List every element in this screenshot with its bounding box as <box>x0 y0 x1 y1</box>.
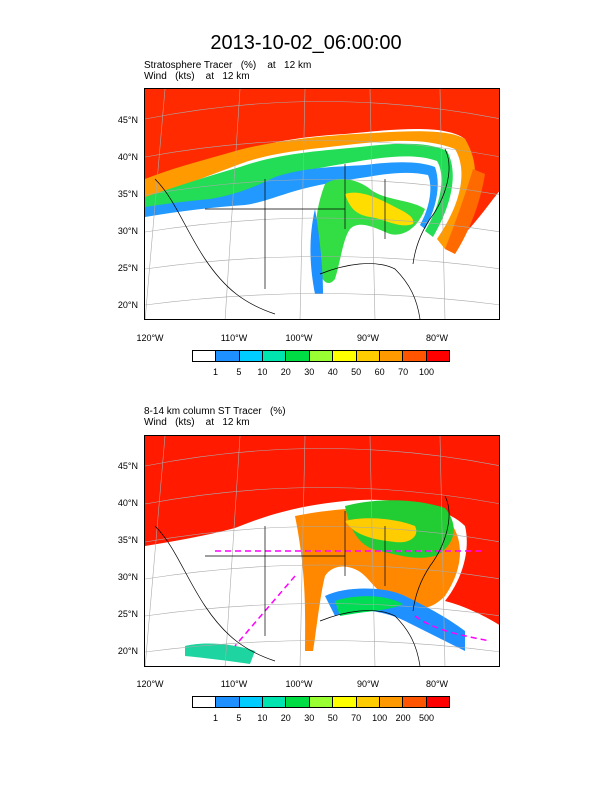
p2-lon-110: 110°W <box>220 679 248 689</box>
p1-lon-100: 100°W <box>285 333 313 343</box>
colorbar-swatch <box>426 351 449 361</box>
colorbar-label: 20 <box>280 367 291 377</box>
panel2-label-line1: 8-14 km column ST Tracer (%) <box>144 406 286 417</box>
panel1-label-line2: Wind (kts) at 12 km <box>144 71 250 82</box>
colorbar-label: 5 <box>236 367 242 377</box>
colorbar-swatch <box>379 351 404 361</box>
p2-lat-45: 45°N <box>117 461 138 471</box>
p2-lat-30: 30°N <box>117 572 138 582</box>
p1-lon-80: 80°W <box>425 333 449 343</box>
colorbar-swatch <box>356 697 380 707</box>
colorbar-swatch <box>193 697 217 707</box>
colorbar-label: 50 <box>327 713 338 723</box>
colorbar-label: 50 <box>351 367 362 377</box>
colorbar-swatch <box>403 697 427 707</box>
p1-lon-90: 90°W <box>356 333 380 343</box>
p2-lon-80: 80°W <box>425 679 449 689</box>
tracer-east-orange <box>445 169 485 254</box>
colorbar-label: 1 <box>212 367 218 377</box>
tracer-orange-band <box>145 131 476 249</box>
panel1-map <box>144 88 500 320</box>
panel1-colorbar <box>192 350 450 362</box>
panel1-map-svg <box>145 89 499 319</box>
p2-lon-120: 120°W <box>136 679 164 689</box>
colorbar-label: 1 <box>212 713 218 723</box>
p1-lat-45: 45°N <box>117 115 138 125</box>
p1-lat-35: 35°N <box>117 189 138 199</box>
colorbar-label: 70 <box>351 713 362 723</box>
p2-lat-20: 20°N <box>117 646 138 656</box>
colorbar-swatch <box>333 351 357 361</box>
tracer-tongue <box>315 179 425 284</box>
panel2-label-line2: Wind (kts) at 12 km <box>144 417 250 428</box>
boundaries <box>154 148 450 319</box>
colorbar-swatch <box>239 697 264 707</box>
colorbar-swatch <box>263 697 287 707</box>
graticule-2 <box>145 436 499 666</box>
p2-lat-35: 35°N <box>117 535 138 545</box>
panel2-map <box>144 435 500 667</box>
colorbar-swatch <box>403 351 427 361</box>
colorbar-label: 100 <box>372 713 388 723</box>
tracer-green-band <box>145 143 453 237</box>
column-south-green <box>335 596 403 616</box>
colorbar-swatch <box>239 351 264 361</box>
colorbar-swatch <box>309 351 334 361</box>
colorbar-label: 500 <box>419 713 435 723</box>
colorbar-swatch <box>263 351 287 361</box>
column-red-region <box>145 436 499 625</box>
panel2-colorbar <box>192 696 450 708</box>
panel1-label: Stratosphere Tracer (%) at 12 km Wind (k… <box>144 60 311 82</box>
colorbar-swatch <box>193 351 217 361</box>
colorbar-swatch <box>286 697 310 707</box>
colorbar-label: 100 <box>419 367 435 377</box>
p1-lon-110: 110°W <box>220 333 248 343</box>
colorbar-label: 20 <box>280 713 291 723</box>
column-yellow-patch <box>345 518 417 543</box>
colorbar-label: 10 <box>257 367 268 377</box>
colorbar-swatch <box>309 697 334 707</box>
tracer-tongue-yellow <box>345 192 414 226</box>
colorbar-label: 40 <box>327 367 338 377</box>
panel2-map-svg <box>145 436 499 666</box>
colorbar-swatch <box>379 697 404 707</box>
colorbar-swatch <box>216 697 240 707</box>
colorbar-label: 70 <box>398 367 409 377</box>
column-sw-blob <box>185 643 255 664</box>
boundaries-2 <box>154 495 450 666</box>
p1-lat-20: 20°N <box>117 300 138 310</box>
tracer-red-region <box>145 89 499 249</box>
colorbar-label: 5 <box>236 713 242 723</box>
tracer-blue-band <box>145 162 438 229</box>
colorbar-label: 30 <box>304 367 315 377</box>
colorbar-swatch <box>333 697 357 707</box>
colorbar-swatch <box>426 697 449 707</box>
colorbar-label: 200 <box>395 713 411 723</box>
p2-lon-90: 90°W <box>356 679 380 689</box>
p2-lat-25: 25°N <box>117 609 138 619</box>
panel2-label: 8-14 km column ST Tracer (%) Wind (kts) … <box>144 406 286 428</box>
p2-lon-100: 100°W <box>285 679 313 689</box>
p1-lat-30: 30°N <box>117 226 138 236</box>
colorbar-swatch <box>356 351 380 361</box>
p1-lon-120: 120°W <box>136 333 164 343</box>
colorbar-label: 60 <box>374 367 385 377</box>
graticule <box>145 89 499 319</box>
colorbar-swatch <box>216 351 240 361</box>
panel1-label-line1: Stratosphere Tracer (%) at 12 km <box>144 60 312 71</box>
colorbar-swatch <box>286 351 310 361</box>
p1-lat-25: 25°N <box>117 263 138 273</box>
colorbar-label: 10 <box>257 713 268 723</box>
p1-lat-40: 40°N <box>117 152 138 162</box>
tracer-tongue-blue <box>310 209 323 294</box>
page-title: 2013-10-02_06:00:00 <box>210 32 402 54</box>
magenta-contours <box>215 550 491 647</box>
p2-lat-40: 40°N <box>117 498 138 508</box>
colorbar-label: 30 <box>304 713 315 723</box>
